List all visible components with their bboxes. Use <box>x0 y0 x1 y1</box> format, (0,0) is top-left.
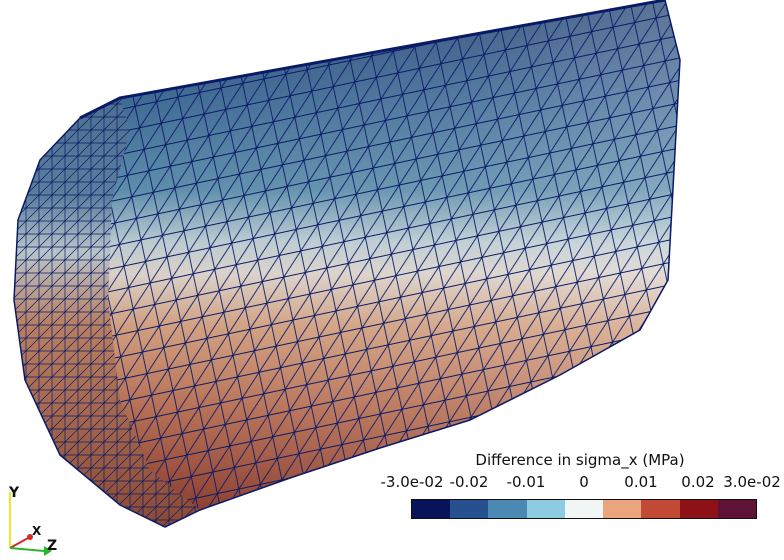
scalar-bar-tick: 3.0e-02 <box>723 473 781 491</box>
scalar-bar-tick: 0.01 <box>624 473 658 491</box>
scalar-bar-swatches <box>411 499 757 519</box>
orientation-axes <box>9 492 52 556</box>
scalar-bar-title: Difference in sigma_x (MPa) <box>475 451 685 469</box>
scalar-bar-swatch <box>641 500 680 518</box>
scalar-bar-swatch <box>450 500 489 518</box>
scalar-bar-tick: 0 <box>579 473 589 491</box>
scalar-bar-swatch <box>488 500 527 518</box>
scalar-bar-swatch <box>679 500 718 518</box>
scalar-bar-swatch <box>564 500 604 518</box>
scalar-bar-swatch <box>717 500 756 518</box>
z-axis-arrow <box>44 546 52 556</box>
z-axis-line <box>9 547 45 552</box>
scalar-bar-tick: -0.01 <box>506 473 546 491</box>
scalar-bar-tick: -3.0e-02 <box>380 473 444 491</box>
x-axis-label: X <box>32 524 42 538</box>
cylinder-outline <box>13 0 681 528</box>
scalar-bar-swatch <box>526 500 565 518</box>
z-axis-label: Z <box>47 538 58 554</box>
y-axis-label: Y <box>9 485 20 501</box>
scalar-bar-tick: 0.02 <box>681 473 715 491</box>
x-axis-tip <box>27 534 33 540</box>
scalar-bar-swatch <box>412 500 451 518</box>
x-axis-line <box>9 536 31 549</box>
scalar-bar-tick: -0.02 <box>449 473 489 491</box>
scalar-bar-swatch <box>603 500 642 518</box>
